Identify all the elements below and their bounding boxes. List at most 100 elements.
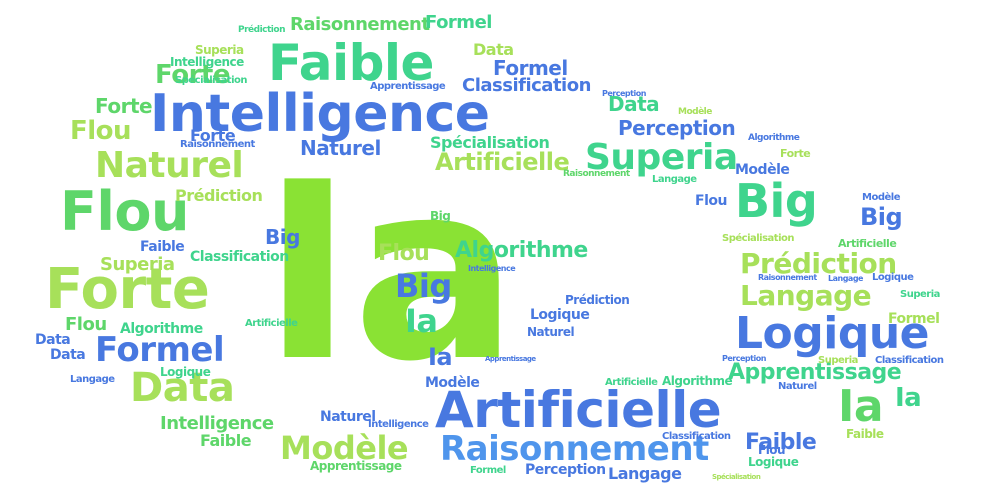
cloud-word: Modèle: [280, 429, 409, 467]
cloud-word: Superia: [195, 43, 244, 57]
cloud-word: Logique: [872, 272, 914, 283]
cloud-word: Big: [735, 174, 818, 228]
cloud-word: Algorithme: [662, 374, 733, 388]
cloud-word: Logique: [735, 308, 930, 359]
cloud-word: Faible: [268, 34, 434, 92]
cloud-word: Modèle: [425, 375, 480, 391]
cloud-word: Raisonnement: [290, 14, 430, 35]
cloud-word: Intelligence: [368, 419, 429, 430]
cloud-word: Big: [395, 267, 452, 305]
cloud-word: Spécialisation: [175, 75, 248, 86]
cloud-word: Flou: [758, 443, 786, 457]
cloud-word: Superia: [900, 289, 940, 300]
cloud-word: Classification: [875, 355, 944, 366]
cloud-word: Flou: [70, 116, 132, 146]
cloud-word: Data: [130, 365, 235, 411]
cloud-word: Apprentissage: [728, 360, 902, 385]
cloud-word: Modèle: [862, 192, 900, 203]
cloud-word: Formel: [493, 56, 568, 80]
cloud-word: Algorithme: [120, 321, 203, 337]
cloud-word: Formel: [425, 12, 492, 33]
cloud-word: Big: [860, 203, 903, 231]
cloud-word: Logique: [748, 455, 799, 469]
cloud-word: Intelligence: [160, 413, 274, 434]
cloud-word: Logique: [530, 307, 590, 323]
cloud-word: Ia: [262, 130, 518, 415]
cloud-word: Forte: [190, 126, 236, 145]
cloud-word: Superia: [585, 137, 738, 178]
cloud-word: Prédiction: [565, 293, 630, 307]
cloud-word: Faible: [200, 431, 252, 450]
cloud-word: Faible: [846, 427, 884, 441]
cloud-word: Artificielle: [838, 237, 897, 250]
cloud-word: Modèle: [735, 162, 790, 178]
cloud-word: Flou: [60, 180, 189, 243]
cloud-word: Langage: [828, 274, 863, 283]
cloud-word: Raisonnement: [758, 273, 817, 282]
cloud-word: Superia: [818, 355, 858, 366]
cloud-word: Naturel: [778, 381, 817, 392]
cloud-word: Spécialisation: [722, 233, 795, 244]
cloud-word: Forte: [45, 257, 210, 322]
cloud-word: Ia: [838, 381, 884, 432]
cloud-word: Formel: [888, 311, 940, 327]
cloud-word: Forte: [95, 94, 153, 118]
cloud-word: Spécialisation: [712, 473, 761, 481]
cloud-word: Naturel: [300, 136, 381, 160]
cloud-word: Formel: [470, 465, 506, 476]
cloud-word: Big: [430, 209, 451, 223]
cloud-word: Superia: [100, 254, 175, 275]
cloud-word: Raisonnement: [563, 169, 630, 179]
cloud-word: Algorithme: [748, 133, 800, 143]
cloud-word: Naturel: [320, 409, 376, 425]
cloud-word: Logique: [160, 365, 211, 379]
cloud-word: Flou: [378, 241, 430, 266]
cloud-word: Formel: [95, 330, 225, 370]
cloud-word: Forte: [155, 60, 230, 90]
cloud-word: Langage: [652, 174, 697, 185]
cloud-word: Perception: [602, 89, 646, 98]
cloud-word: Ia: [895, 383, 922, 413]
cloud-word: Forte: [780, 147, 811, 160]
cloud-word: Perception: [525, 462, 606, 478]
cloud-word: Prédiction: [740, 247, 897, 280]
cloud-word: Artificielle: [435, 381, 722, 439]
cloud-word: Naturel: [95, 145, 244, 186]
cloud-word: Data: [473, 40, 514, 59]
cloud-word: Raisonnement: [440, 429, 709, 469]
cloud-word: Artificielle: [435, 148, 570, 176]
cloud-word: Intelligence: [150, 84, 490, 144]
cloud-word: Langage: [70, 374, 115, 385]
cloud-word: Classification: [462, 75, 591, 96]
cloud-word: Data: [35, 332, 71, 348]
cloud-word: Big: [265, 225, 300, 249]
cloud-word: Prédiction: [238, 25, 285, 35]
cloud-word: Perception: [618, 116, 736, 140]
cloud-word: Apprentissage: [310, 459, 402, 473]
cloud-word: Modèle: [678, 107, 712, 117]
cloud-word: Spécialisation: [430, 133, 550, 152]
cloud-word: Flou: [695, 193, 727, 209]
cloud-word: Classification: [190, 249, 289, 265]
cloud-word: Naturel: [527, 325, 575, 339]
cloud-word: Apprentissage: [370, 81, 446, 92]
cloud-word: Ia: [405, 302, 438, 340]
cloud-word: Langage: [740, 279, 872, 312]
cloud-word: Ia: [428, 343, 453, 371]
cloud-word: Data: [50, 347, 86, 363]
cloud-word: Classification: [662, 431, 731, 442]
cloud-word: Apprentissage: [485, 355, 536, 363]
cloud-word: Artificielle: [605, 377, 658, 388]
cloud-word: Intelligence: [170, 55, 244, 69]
cloud-word: Artificielle: [245, 318, 298, 329]
cloud-word: Intelligence: [468, 264, 516, 273]
cloud-word: Raisonnement: [180, 139, 255, 150]
cloud-word: Perception: [722, 354, 766, 363]
cloud-word: Algorithme: [455, 238, 588, 263]
cloud-word: Faible: [745, 430, 817, 455]
cloud-word: Langage: [608, 464, 682, 483]
cloud-word: Flou: [65, 314, 107, 335]
cloud-word: Prédiction: [175, 186, 263, 205]
cloud-word: Data: [608, 92, 660, 116]
